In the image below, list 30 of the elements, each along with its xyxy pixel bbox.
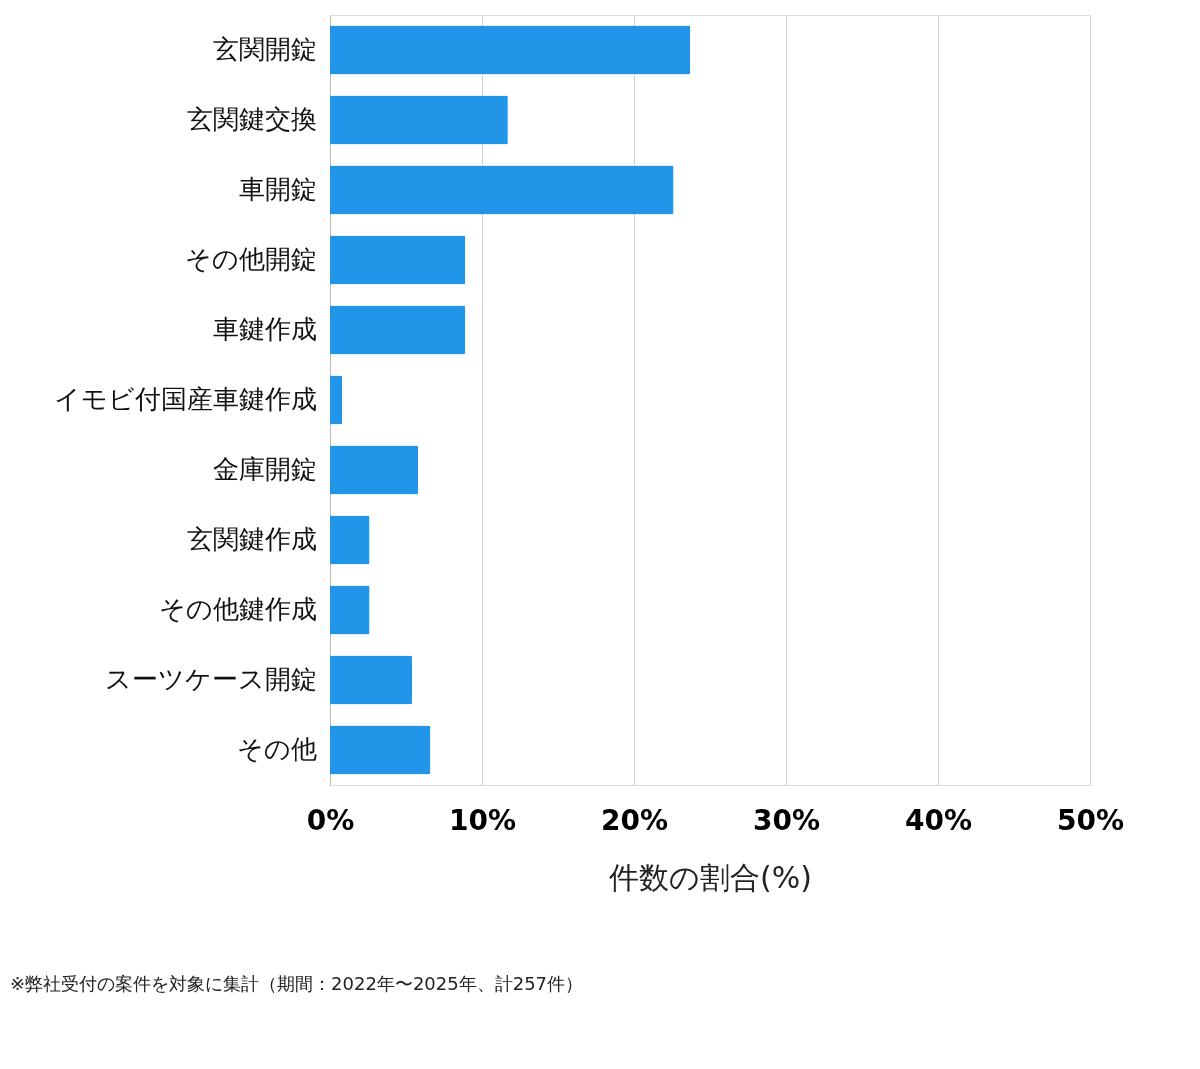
y-tick-label: その他開錠 bbox=[184, 244, 317, 274]
bar bbox=[330, 95, 508, 145]
bar bbox=[330, 305, 466, 355]
y-tick-label: イモビ付国産車鍵作成 bbox=[53, 384, 317, 414]
x-axis-title: 件数の割合(%) bbox=[609, 859, 812, 895]
y-tick-label: 玄関鍵作成 bbox=[186, 524, 317, 554]
y-tick-label: その他 bbox=[236, 734, 317, 764]
y-tick-label: 車開錠 bbox=[238, 174, 317, 204]
x-tick-label: 30% bbox=[752, 803, 821, 837]
bar bbox=[330, 235, 466, 285]
x-tick-label: 20% bbox=[600, 803, 669, 837]
bar bbox=[330, 25, 691, 75]
bar bbox=[330, 515, 370, 565]
bar bbox=[330, 655, 413, 705]
text: ※弊社受付の案件を対象に集計（期間：2022年〜2025年、計257件） bbox=[10, 973, 584, 994]
y-tick-label: 玄関開錠 bbox=[212, 34, 317, 64]
bar bbox=[330, 585, 370, 635]
x-tick-label: 40% bbox=[904, 803, 973, 837]
x-tick-label: 0% bbox=[306, 803, 355, 837]
x-tick-label: 10% bbox=[448, 803, 517, 837]
y-tick-label: 金庫開錠 bbox=[212, 454, 317, 484]
y-tick-label: 車鍵作成 bbox=[212, 314, 317, 344]
y-tick-label: スーツケース開錠 bbox=[104, 664, 317, 694]
bar bbox=[330, 725, 431, 775]
bar bbox=[330, 165, 674, 215]
bar bbox=[330, 445, 419, 495]
x-tick-label: 50% bbox=[1056, 803, 1125, 837]
y-tick-label: その他鍵作成 bbox=[158, 594, 317, 624]
y-tick-label: 玄関鍵交換 bbox=[186, 104, 317, 134]
bar bbox=[330, 375, 343, 425]
